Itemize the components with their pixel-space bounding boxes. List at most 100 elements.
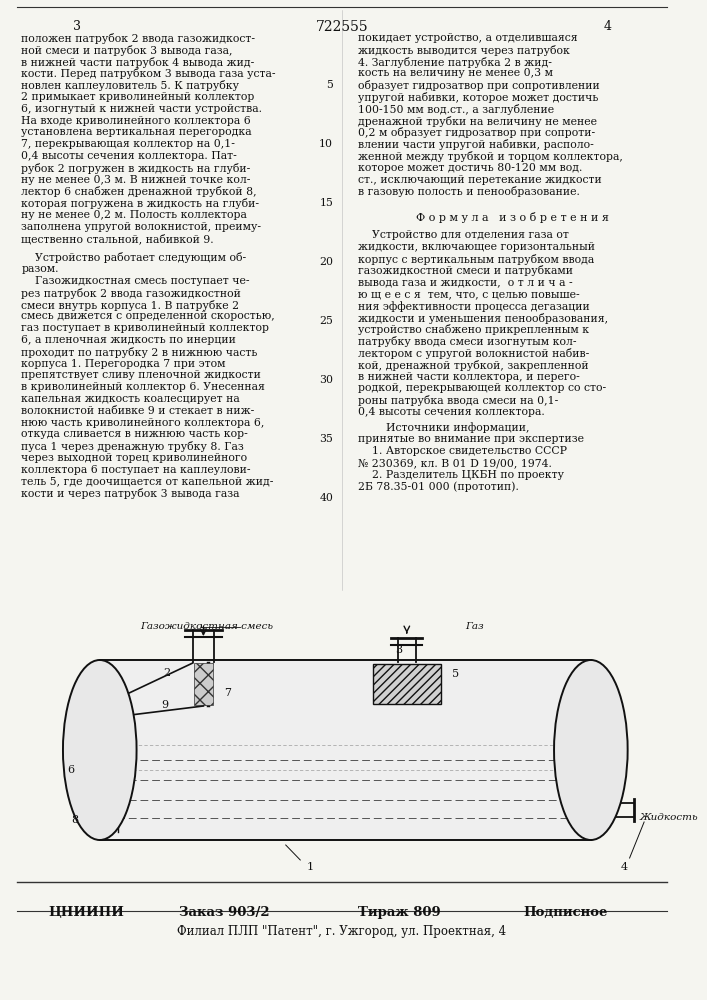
Text: ну не менее 0,3 м. В нижней точке кол-: ну не менее 0,3 м. В нижней точке кол-	[21, 175, 251, 185]
Text: 35: 35	[320, 434, 333, 444]
Text: покидает устройство, а отделившаяся: покидает устройство, а отделившаяся	[358, 33, 578, 43]
Ellipse shape	[554, 660, 628, 840]
Text: патрубку ввода смеси изогнутым кол-: патрубку ввода смеси изогнутым кол-	[358, 336, 577, 347]
Text: корпус с вертикальным патрубком ввода: корпус с вертикальным патрубком ввода	[358, 254, 595, 265]
Text: вывода газа и жидкости,  о т л и ч а -: вывода газа и жидкости, о т л и ч а -	[358, 277, 573, 287]
Text: волокнистой набивке 9 и стекает в ниж-: волокнистой набивке 9 и стекает в ниж-	[21, 406, 255, 416]
Text: 40: 40	[320, 493, 333, 503]
Text: капельная жидкость коалесцирует на: капельная жидкость коалесцирует на	[21, 394, 240, 404]
Text: откуда сливается в нижнюю часть кор-: откуда сливается в нижнюю часть кор-	[21, 429, 248, 439]
Text: жидкость выводится через патрубок: жидкость выводится через патрубок	[358, 45, 571, 56]
Text: которое может достичь 80-120 мм вод.: которое может достичь 80-120 мм вод.	[358, 163, 583, 173]
Text: жидкости и уменьшения пенообразования,: жидкости и уменьшения пенообразования,	[358, 313, 609, 324]
Text: 5: 5	[452, 669, 459, 679]
Text: разом.: разом.	[21, 264, 59, 274]
Text: 4: 4	[621, 862, 629, 872]
Text: 0,4 высоты сечения коллектора.: 0,4 высоты сечения коллектора.	[358, 407, 545, 417]
Text: в газовую полость и пенообразование.: в газовую полость и пенообразование.	[358, 186, 580, 197]
Text: Подписное: Подписное	[523, 906, 607, 919]
Text: щественно стальной, набивкой 9.: щественно стальной, набивкой 9.	[21, 234, 214, 244]
Text: 6: 6	[67, 765, 74, 775]
Text: установлена вертикальная перегородка: установлена вертикальная перегородка	[21, 127, 252, 137]
Text: 4. Заглубление патрубка 2 в жид-: 4. Заглубление патрубка 2 в жид-	[358, 57, 552, 68]
Bar	[373, 664, 440, 704]
Text: проходит по патрубку 2 в нижнюю часть: проходит по патрубку 2 в нижнюю часть	[21, 347, 257, 358]
Text: 1: 1	[306, 862, 313, 872]
Text: рез патрубок 2 ввода газожидкостной: рез патрубок 2 ввода газожидкостной	[21, 288, 241, 299]
Text: препятствует сливу пленочной жидкости: препятствует сливу пленочной жидкости	[21, 370, 261, 380]
Text: 25: 25	[320, 316, 333, 326]
Text: лектором с упругой волокнистой набив-: лектором с упругой волокнистой набив-	[358, 348, 590, 359]
Text: 10: 10	[319, 139, 333, 149]
Text: женной между трубкой и торцом коллектора,: женной между трубкой и торцом коллектора…	[358, 151, 624, 162]
Text: 30: 30	[319, 375, 333, 385]
Text: 100-150 мм вод.ст., а заглубление: 100-150 мм вод.ст., а заглубление	[358, 104, 554, 115]
Text: 9: 9	[161, 700, 168, 710]
Text: 7, перекрывающая коллектор на 0,1-: 7, перекрывающая коллектор на 0,1-	[21, 139, 235, 149]
Text: 20: 20	[319, 257, 333, 267]
Text: в нижней части патрубок 4 вывода жид-: в нижней части патрубок 4 вывода жид-	[21, 57, 255, 68]
Text: ния эффективности процесса дегазации: ния эффективности процесса дегазации	[358, 301, 590, 312]
Text: Газожидкостная смесь поступает че-: Газожидкостная смесь поступает че-	[21, 276, 250, 286]
Text: На входе криволинейного коллектора 6: На входе криволинейного коллектора 6	[21, 116, 251, 126]
Text: смеси внутрь корпуса 1. В патрубке 2: смеси внутрь корпуса 1. В патрубке 2	[21, 300, 240, 311]
Text: 2. Разделитель ЦКБН по проекту: 2. Разделитель ЦКБН по проекту	[358, 470, 564, 480]
Text: принятые во внимание при экспертизе: принятые во внимание при экспертизе	[358, 434, 585, 444]
Text: 6, изогнутый к нижней части устройства.: 6, изогнутый к нижней части устройства.	[21, 104, 262, 114]
Text: которая погружена в жидкость на глуби-: которая погружена в жидкость на глуби-	[21, 198, 259, 209]
Text: новлен каплеуловитель 5. К патрубку: новлен каплеуловитель 5. К патрубку	[21, 80, 239, 91]
Text: 2 примыкает криволинейный коллектор: 2 примыкает криволинейный коллектор	[21, 92, 255, 102]
Text: положен патрубок 2 ввода газожидкост-: положен патрубок 2 ввода газожидкост-	[21, 33, 255, 44]
Text: нюю часть криволинейного коллектора 6,: нюю часть криволинейного коллектора 6,	[21, 418, 264, 428]
Text: 3: 3	[74, 20, 81, 33]
Text: в криволинейный коллектор 6. Унесенная: в криволинейный коллектор 6. Унесенная	[21, 382, 265, 392]
Text: влении части упругой набивки, располо-: влении части упругой набивки, располо-	[358, 139, 594, 150]
Text: Газожидкостная смесь: Газожидкостная смесь	[141, 622, 274, 631]
Text: 1. Авторское свидетельство СССР: 1. Авторское свидетельство СССР	[358, 446, 568, 456]
Bar	[100, 660, 591, 840]
Text: ну не менее 0,2 м. Полость коллектора: ну не менее 0,2 м. Полость коллектора	[21, 210, 247, 220]
Text: Тираж 809: Тираж 809	[358, 906, 441, 919]
Text: смесь движется с определенной скоростью,: смесь движется с определенной скоростью,	[21, 311, 275, 321]
Text: 2: 2	[163, 668, 170, 678]
Bar	[194, 663, 213, 705]
Text: 6, а пленочная жидкость по инерции: 6, а пленочная жидкость по инерции	[21, 335, 236, 345]
Text: Заказ 903/2: Заказ 903/2	[179, 906, 270, 919]
Text: Источники информации,: Источники информации,	[358, 422, 530, 433]
Text: устройство снабжено прикрепленным к: устройство снабжено прикрепленным к	[358, 324, 590, 335]
Text: 0,4 высоты сечения коллектора. Пат-: 0,4 высоты сечения коллектора. Пат-	[21, 151, 237, 161]
Text: заполнена упругой волокнистой, преиму-: заполнена упругой волокнистой, преиму-	[21, 222, 262, 232]
Text: ЦНИИПИ: ЦНИИПИ	[49, 906, 124, 919]
Text: Устройство для отделения газа от: Устройство для отделения газа от	[358, 230, 569, 240]
Text: корпуса 1. Перегородка 7 при этом: корпуса 1. Перегородка 7 при этом	[21, 359, 226, 369]
Text: 0,2 м образует гидрозатвор при сопроти-: 0,2 м образует гидрозатвор при сопроти-	[358, 127, 595, 138]
Text: ю щ е е с я  тем, что, с целью повыше-: ю щ е е с я тем, что, с целью повыше-	[358, 289, 580, 299]
Text: через выходной торец криволинейного: через выходной торец криволинейного	[21, 453, 247, 463]
Text: Филиал ПЛП "Патент", г. Ужгород, ул. Проектная, 4: Филиал ПЛП "Патент", г. Ужгород, ул. Про…	[177, 925, 506, 938]
Text: тель 5, где доочищается от капельной жид-: тель 5, где доочищается от капельной жид…	[21, 477, 274, 487]
Text: 722555: 722555	[315, 20, 368, 34]
Text: жидкости, включающее горизонтальный: жидкости, включающее горизонтальный	[358, 242, 595, 252]
Text: 5: 5	[327, 80, 333, 90]
Text: Жидкость: Жидкость	[639, 813, 698, 822]
Text: родкой, перекрывающей коллектор со сто-: родкой, перекрывающей коллектор со сто-	[358, 383, 607, 393]
Text: образует гидрозатвор при сопротивлении: образует гидрозатвор при сопротивлении	[358, 80, 600, 91]
Text: рубок 2 погружен в жидкость на глуби-: рубок 2 погружен в жидкость на глуби-	[21, 163, 250, 174]
Text: кости и через патрубок 3 вывода газа: кости и через патрубок 3 вывода газа	[21, 488, 240, 499]
Text: 15: 15	[320, 198, 333, 208]
Text: кости. Перед патрубком 3 вывода газа уста-: кости. Перед патрубком 3 вывода газа уст…	[21, 68, 276, 79]
Text: 7: 7	[224, 688, 231, 698]
Text: 3: 3	[395, 645, 402, 655]
Text: газожидкостной смеси и патрубками: газожидкостной смеси и патрубками	[358, 265, 573, 276]
Text: в нижней части коллектора, и перего-: в нижней части коллектора, и перего-	[358, 372, 580, 382]
Text: кой, дренажной трубкой, закрепленной: кой, дренажной трубкой, закрепленной	[358, 360, 589, 371]
Text: ст., исключающий перетекание жидкости: ст., исключающий перетекание жидкости	[358, 175, 602, 185]
Text: кость на величину не менее 0,3 м: кость на величину не менее 0,3 м	[358, 68, 554, 78]
Text: 4: 4	[603, 20, 612, 33]
Ellipse shape	[63, 660, 136, 840]
Text: роны патрубка ввода смеси на 0,1-: роны патрубка ввода смеси на 0,1-	[358, 395, 559, 406]
Text: упругой набивки, которое может достичь: упругой набивки, которое может достичь	[358, 92, 599, 103]
Text: 2Б 78.35-01 000 (прототип).: 2Б 78.35-01 000 (прототип).	[358, 481, 519, 492]
Text: газ поступает в криволинейный коллектор: газ поступает в криволинейный коллектор	[21, 323, 269, 333]
Text: Газ: Газ	[465, 622, 484, 631]
